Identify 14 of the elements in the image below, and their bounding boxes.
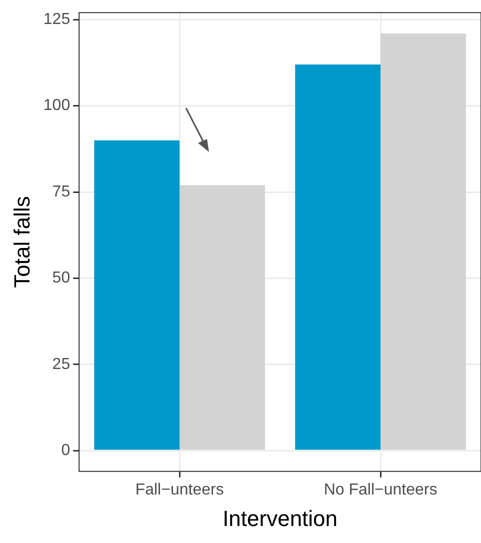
x-tick-label: No Fall−unteers — [324, 481, 438, 498]
bar — [94, 140, 180, 450]
y-tick-label: 0 — [61, 442, 70, 459]
y-tick-label: 50 — [52, 270, 70, 287]
y-tick-label: 75 — [52, 183, 70, 200]
bar — [180, 185, 265, 450]
y-axis-title: Total falls — [9, 196, 34, 288]
y-tick-label: 125 — [43, 11, 70, 28]
x-axis-title: Intervention — [222, 506, 338, 531]
bar — [295, 64, 381, 450]
y-tick-label: 100 — [43, 97, 70, 114]
y-tick-label: 25 — [52, 356, 70, 373]
bar — [380, 33, 466, 450]
x-tick-label: Fall−unteers — [135, 481, 224, 498]
